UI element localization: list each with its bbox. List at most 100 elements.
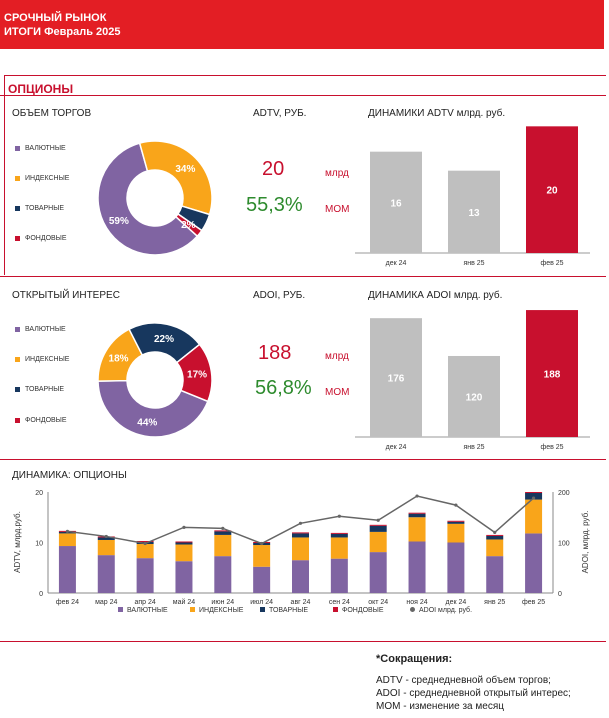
oi-change-label: МОМ (325, 387, 350, 398)
x-tick-label: дек 24 (445, 599, 466, 606)
oi-unit: млрд (325, 351, 349, 362)
header-title: СРОЧНЫЙ РЫНОК (4, 12, 107, 24)
x-tick-label: ноя 24 (406, 599, 427, 606)
stacked-bar-segment (292, 533, 309, 538)
svg-text:ADOI млрд. руб.: ADOI млрд. руб. (419, 606, 472, 614)
oi-title: ОТКРЫТЫЙ ИНТЕРЕС (12, 290, 120, 301)
adoi-point (298, 521, 303, 525)
y-tick-label: 0 (39, 591, 43, 598)
stacked-bar-segment (408, 512, 426, 514)
bar-category-label: дек 24 (386, 444, 407, 451)
stacked-bar-segment (408, 517, 426, 542)
divider-section (0, 95, 606, 96)
y-tick-label: 20 (35, 490, 43, 497)
y2-tick-label: 0 (558, 591, 562, 598)
adoi-point (337, 514, 341, 518)
legend-indeksnye: ИНДЕКСНЫЕ (15, 175, 69, 182)
dynamics-title: ДИНАМИКА: ОПЦИОНЫ (12, 470, 127, 481)
donut-slice (174, 212, 203, 238)
bar (526, 310, 578, 437)
divider-mid (0, 276, 606, 277)
x-tick-label: окт 24 (368, 599, 388, 606)
bar-category-label: янв 25 (463, 260, 484, 267)
x-tick-label: авг 24 (291, 599, 311, 606)
adoi-point (65, 529, 70, 533)
stacked-bar-segment (525, 533, 543, 593)
divider-left (4, 75, 5, 275)
header-subtitle: ИТОГИ Февраль 2025 (4, 26, 121, 38)
stacked-bar-segment (447, 520, 465, 522)
combo-legend-item: ФОНДОВЫЕ (333, 607, 384, 614)
bar (448, 170, 500, 253)
volume-metric-label: ADTV, РУБ. (253, 108, 307, 119)
y-tick-label: 10 (35, 541, 43, 548)
y-axis-label: ADTV, млрд.руб. (13, 511, 22, 573)
stacked-bar-segment (369, 531, 387, 553)
legend-valyutnye: ВАЛЮТНЫЕ (15, 145, 66, 152)
stacked-bar-segment (58, 546, 76, 593)
donut-slice (97, 379, 209, 438)
donut-slice-label: 59% (109, 216, 129, 227)
x-tick-label: сен 24 (329, 599, 350, 606)
stacked-bar-segment (486, 535, 504, 540)
stacked-bar-segment (525, 492, 543, 494)
bar (370, 318, 422, 437)
x-tick-label: май 24 (173, 598, 195, 606)
volume-title: ОБЪЕМ ТОРГОВ (12, 108, 92, 119)
stacked-bar-segment (175, 542, 193, 545)
stacked-bar-segment (330, 537, 348, 559)
donut-slice (175, 343, 213, 403)
stacked-bar-segment (486, 539, 504, 557)
x-tick-label: апр 24 (134, 599, 155, 606)
stacked-bar-segment (58, 533, 76, 547)
svg-text:ВАЛЮТНЫЕ: ВАЛЮТНЫЕ (127, 607, 168, 614)
donut-slice (138, 140, 213, 216)
donut-slice-label: 18% (109, 354, 129, 365)
stacked-bar-segment (253, 545, 271, 567)
adoi-point (143, 541, 147, 546)
abbr-title: *Сокращения: (376, 653, 453, 665)
legend-fondovye: ФОНДОВЫЕ (15, 417, 67, 424)
bar-value-label: 176 (388, 374, 405, 385)
section-title: ОПЦИОНЫ (8, 82, 74, 96)
stacked-bar-segment (292, 560, 309, 593)
bar-category-label: янв 25 (463, 444, 484, 451)
stacked-bar-segment (97, 555, 115, 593)
volume-change: 55,3% (246, 194, 303, 216)
stacked-bar-segment (175, 544, 193, 562)
donut-slice-label: 2% (181, 220, 196, 231)
divider-bottom (0, 641, 606, 642)
y2-axis-label: ADOI, млрд. руб. (581, 511, 590, 574)
bar-value-label: 20 (546, 186, 558, 197)
bar (370, 151, 422, 253)
adoi-point (260, 541, 264, 546)
stacked-bar-segment (214, 556, 232, 593)
svg-text:ФОНДОВЫЕ: ФОНДОВЫЕ (342, 607, 384, 614)
bar-value-label: 16 (390, 198, 402, 209)
combo-legend-item: ТОВАРНЫЕ (260, 607, 308, 614)
bar (448, 355, 500, 437)
adoi-point (221, 526, 225, 530)
combo-legend-item: ВАЛЮТНЫЕ (118, 607, 168, 614)
stacked-bar-segment (447, 523, 465, 543)
legend-indeksnye: ИНДЕКСНЫЕ (15, 356, 69, 363)
donut-slice-label: 22% (154, 334, 174, 345)
adoi-point (104, 534, 108, 539)
donut-slice-label: 44% (137, 417, 157, 428)
donut-slice (97, 142, 199, 256)
adoi-point (493, 530, 497, 534)
stacked-bar-segment (525, 499, 543, 534)
oi-metric-label: ADOI, РУБ. (253, 290, 306, 301)
stacked-bar-segment (447, 542, 465, 593)
stacked-bar-segment (408, 513, 426, 518)
svg-text:ТОВАРНЫЕ: ТОВАРНЫЕ (269, 607, 308, 614)
oi-change: 56,8% (255, 377, 312, 399)
stacked-bar-segment (136, 558, 154, 593)
stacked-bar-segment (97, 537, 115, 540)
adoi-point (182, 525, 186, 529)
adoi-point (415, 494, 419, 498)
adoi-point (454, 503, 458, 507)
stacked-bar-segment (369, 524, 387, 526)
stacked-bar-segment (136, 544, 154, 559)
x-tick-label: мар 24 (95, 599, 117, 606)
